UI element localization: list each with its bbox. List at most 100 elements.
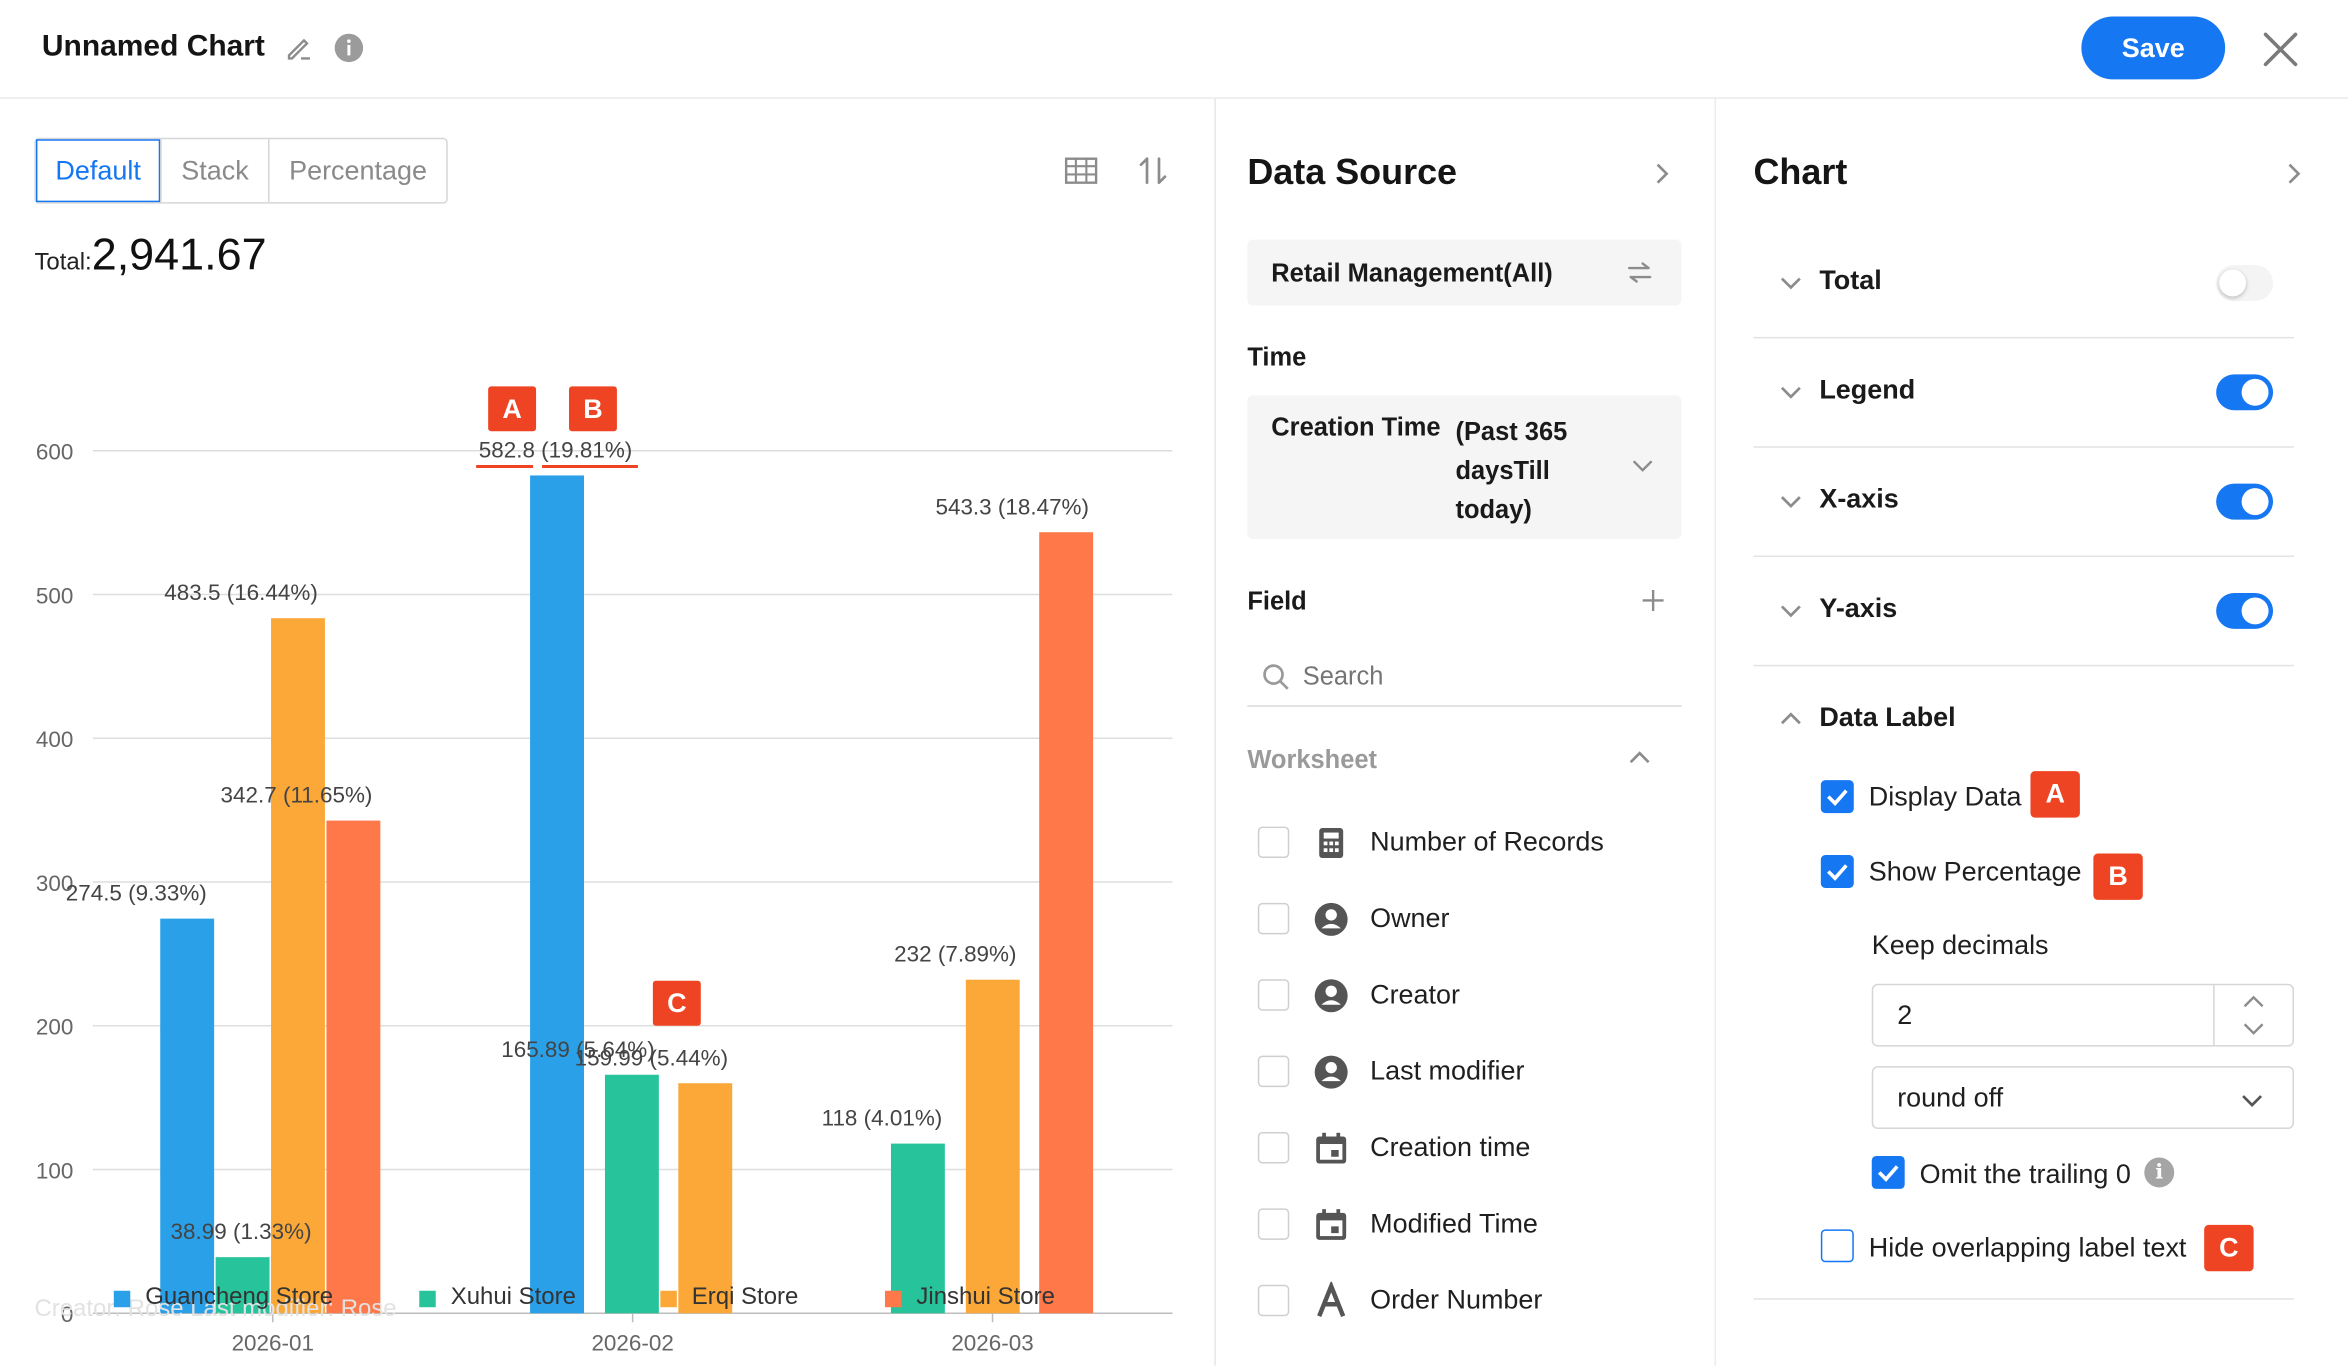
y-axis-toggle[interactable] <box>2216 592 2274 629</box>
info-icon[interactable]: i <box>2144 1157 2175 1188</box>
chart-preview-panel: Default Stack Percentage Total: 2,941.67… <box>0 98 1216 1366</box>
table-view-icon[interactable] <box>1063 153 1099 189</box>
field-checkbox[interactable] <box>1257 1132 1290 1164</box>
field-checkbox[interactable] <box>1257 826 1290 859</box>
legend-swatch <box>419 1290 436 1307</box>
tab-percentage[interactable]: Percentage <box>268 139 446 203</box>
time-field-name: Creation Time <box>1271 413 1441 442</box>
bar <box>271 618 325 1314</box>
field-item-owner[interactable]: Owner <box>1257 897 1692 942</box>
y-tick-label: 500 <box>36 583 73 608</box>
settings-section-y-axis[interactable]: Y-axis <box>1753 557 2295 667</box>
chevron-down-icon[interactable] <box>2242 1093 2263 1108</box>
increment-icon[interactable] <box>2243 994 2264 1009</box>
chevron-right-icon[interactable] <box>1650 162 1674 186</box>
x-axis-toggle[interactable] <box>2216 483 2274 520</box>
user-icon <box>1314 902 1348 936</box>
close-icon[interactable] <box>2258 27 2303 72</box>
settings-section-x-axis[interactable]: X-axis <box>1753 448 2295 558</box>
chevron-down-icon[interactable] <box>1779 271 1803 295</box>
chart-mode-tabs: Default Stack Percentage <box>34 137 448 204</box>
field-checkbox[interactable] <box>1257 902 1290 935</box>
field-search[interactable] <box>1247 647 1682 707</box>
field-checkbox[interactable] <box>1257 1055 1290 1088</box>
data-source-panel: Data Source Retail Management(All) Time … <box>1215 98 1715 1366</box>
display-data-label: Display Data <box>1868 781 2022 812</box>
legend-item[interactable]: Erqi Store <box>660 1285 885 1312</box>
bar-chart: 0 100 200 300 400 500 600 2026-01 2026-02 2026-03… <box>36 386 1173 1356</box>
section-label: X-axis <box>1819 483 1899 514</box>
save-button[interactable]: Save <box>2081 16 2226 80</box>
field-item-modified-time[interactable]: Modified Time <box>1257 1202 1692 1247</box>
section-label: Data Label <box>1819 702 1956 733</box>
chevron-right-icon[interactable] <box>2282 162 2306 186</box>
switch-icon[interactable] <box>1625 261 1655 285</box>
y-tick-label: 100 <box>36 1158 73 1183</box>
field-item-creator[interactable]: Creator <box>1257 973 1692 1018</box>
field-checkbox[interactable] <box>1257 1208 1290 1240</box>
chevron-up-icon[interactable] <box>1779 707 1803 731</box>
chevron-up-icon[interactable] <box>1628 750 1652 765</box>
calendar-icon <box>1316 1132 1347 1164</box>
field-name: Number of Records <box>1370 826 1604 857</box>
total-toggle[interactable] <box>2216 265 2274 301</box>
legend-swatch <box>113 1290 131 1307</box>
chevron-down-icon[interactable] <box>1779 380 1803 404</box>
decimals-stepper[interactable]: 2 <box>1871 983 2295 1047</box>
data-label: 232 (7.89%) <box>894 942 1016 967</box>
legend-item[interactable]: Jinshui Store <box>884 1284 1055 1312</box>
stepper-controls <box>2213 985 2292 1046</box>
callout-badge <box>652 980 701 1026</box>
add-field-icon[interactable] <box>1641 588 1665 612</box>
rounding-select[interactable]: round off <box>1871 1066 2295 1130</box>
y-tick-label: 400 <box>36 727 73 752</box>
chevron-down-icon[interactable] <box>1779 599 1803 623</box>
edit-pencil-icon[interactable] <box>285 33 315 63</box>
chevron-down-icon[interactable] <box>1779 490 1803 514</box>
chevron-down-icon[interactable] <box>1631 458 1655 473</box>
legend-item[interactable]: Guancheng Store <box>113 1285 419 1312</box>
legend-item[interactable]: Xuhui Store <box>419 1285 660 1312</box>
field-label: Field <box>1247 586 1307 616</box>
chart-title[interactable]: Unnamed Chart <box>41 29 265 63</box>
hide-overlap-checkbox[interactable] <box>1820 1229 1854 1263</box>
hide-overlap-label: Hide overlapping label text <box>1868 1232 2187 1263</box>
omit-trailing-zero-label: Omit the trailing 0 <box>1919 1158 2131 1189</box>
toggle-knob <box>2241 488 2269 516</box>
field-item-creation-time[interactable]: Creation time <box>1257 1126 1692 1171</box>
time-filter-selector[interactable]: Creation Time (Past 365 daysTill today) <box>1247 395 1682 540</box>
bar <box>160 918 215 1314</box>
time-range-value: (Past 365 daysTill today) <box>1455 417 1568 525</box>
toggle-knob <box>2241 378 2269 406</box>
legend-label: Erqi Store <box>691 1284 799 1311</box>
sort-swap-icon[interactable] <box>1135 153 1171 189</box>
field-checkbox[interactable] <box>1257 1284 1290 1317</box>
field-name: Modified Time <box>1370 1208 1538 1239</box>
section-label: Total <box>1819 265 1882 295</box>
callout-badge-text: A <box>502 394 521 424</box>
search-input[interactable] <box>1302 661 1648 692</box>
field-item-number-of-records[interactable]: Number of Records <box>1257 821 1692 866</box>
settings-section-legend[interactable]: Legend <box>1753 338 2295 448</box>
data-source-selector[interactable]: Retail Management(All) <box>1247 239 1682 306</box>
show-percentage-checkbox[interactable] <box>1820 855 1854 888</box>
field-checkbox[interactable] <box>1257 979 1290 1011</box>
decrement-icon[interactable] <box>2243 1021 2264 1036</box>
decimals-value[interactable]: 2 <box>1897 1000 1913 1031</box>
bar <box>215 1257 270 1314</box>
field-item-order-number[interactable]: Order Number <box>1257 1279 1692 1324</box>
callout-badge <box>488 386 537 432</box>
display-data-checkbox[interactable] <box>1820 780 1854 814</box>
legend-label: Jinshui Store <box>916 1284 1055 1311</box>
field-item-last-modifier[interactable]: Last modifier <box>1257 1050 1692 1095</box>
data-source-title: Data Source <box>1247 152 1458 194</box>
tab-default[interactable]: Default <box>35 139 161 203</box>
bar <box>1039 532 1094 1314</box>
info-icon[interactable] <box>334 33 364 63</box>
panel-divider <box>1714 98 1717 1366</box>
section-label: Legend <box>1819 374 1916 405</box>
tab-stack[interactable]: Stack <box>160 139 268 203</box>
omit-trailing-zero-checkbox[interactable] <box>1871 1155 1905 1189</box>
settings-section-total[interactable]: Total <box>1753 229 2295 339</box>
legend-toggle[interactable] <box>2216 374 2274 411</box>
